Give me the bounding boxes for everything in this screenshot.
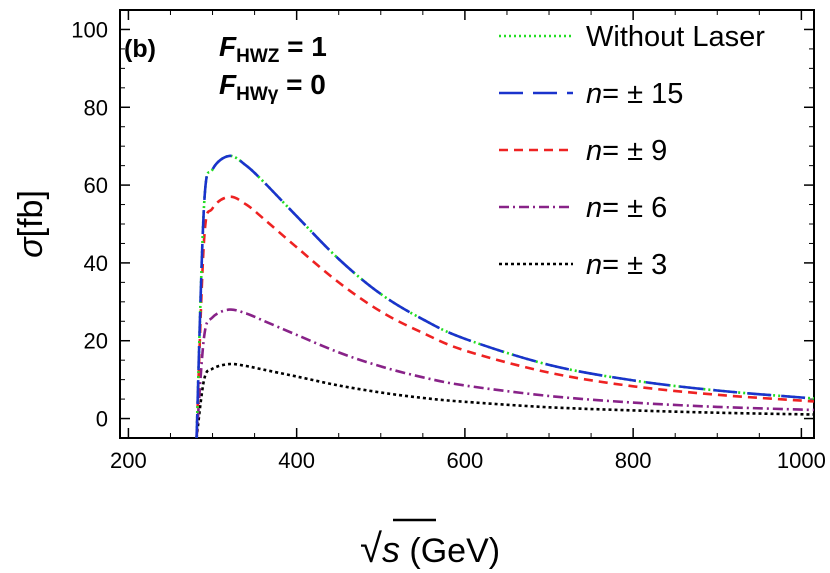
legend-label: Without Laser bbox=[586, 21, 765, 53]
legend-label-var: n bbox=[586, 249, 602, 281]
y-tick-label: 0 bbox=[96, 407, 108, 432]
y-axis-unit: [fb] bbox=[12, 190, 50, 237]
y-axis-label: σ[fb] bbox=[12, 190, 50, 258]
y-tick-label: 20 bbox=[84, 329, 108, 354]
panel-label: (b) bbox=[124, 35, 156, 63]
legend-label: n= ± 9 bbox=[586, 135, 667, 167]
legend-item: n= ± 9 bbox=[499, 135, 667, 167]
series-line-0 bbox=[195, 154, 814, 438]
legend-label-var: n bbox=[586, 78, 602, 110]
coupling-value: = 1 bbox=[279, 31, 326, 62]
x-axis-radical: √ bbox=[360, 527, 382, 571]
x-tick-label: 200 bbox=[110, 448, 147, 473]
coupling-value: = 0 bbox=[278, 69, 325, 100]
x-axis-label: √s (GeV) bbox=[360, 518, 500, 571]
legend-item: n= ± 15 bbox=[499, 78, 683, 110]
legend-label: n= ± 6 bbox=[586, 192, 667, 224]
x-axis-unit: (GeV) bbox=[400, 532, 500, 570]
coupling-subscript: HWγ bbox=[236, 84, 279, 105]
y-tick-label: 100 bbox=[71, 17, 108, 42]
legend-item: Without Laser bbox=[499, 21, 765, 53]
y-axis-symbol: σ bbox=[12, 236, 50, 258]
y-tick-label: 40 bbox=[84, 251, 108, 276]
series-lines bbox=[195, 154, 814, 438]
series-line-2 bbox=[195, 195, 814, 438]
x-tick-label: 400 bbox=[278, 448, 315, 473]
coupling-annotation: FHWγ = 0 bbox=[219, 69, 326, 105]
legend-label-text: = ± 15 bbox=[602, 78, 683, 110]
axis-ticks: 200 400 600 800 1000 0 20 40 60 80 100 bbox=[71, 9, 826, 473]
x-tick-label: 1000 bbox=[777, 448, 826, 473]
legend-label: n= ± 15 bbox=[586, 78, 683, 110]
legend-label-text: = ± 3 bbox=[602, 249, 667, 281]
x-tick-label: 800 bbox=[615, 448, 652, 473]
y-tick-label: 80 bbox=[84, 95, 108, 120]
legend-item: n= ± 6 bbox=[499, 192, 667, 224]
legend-label-var: n bbox=[586, 135, 602, 167]
y-tick-label: 60 bbox=[84, 173, 108, 198]
svg-text:σ[fb]: σ[fb] bbox=[12, 190, 50, 258]
legend-label-text: = ± 9 bbox=[602, 135, 667, 167]
coupling-symbol: F bbox=[219, 69, 237, 100]
legend-label-var: n bbox=[586, 192, 602, 224]
legend-label: n= ± 3 bbox=[586, 249, 667, 281]
x-tick-label: 600 bbox=[447, 448, 484, 473]
legend-label-text: = ± 6 bbox=[602, 192, 667, 224]
series-line-4 bbox=[195, 362, 814, 438]
coupling-symbol: F bbox=[219, 31, 237, 62]
coupling-subscript: HWZ bbox=[236, 46, 280, 67]
coupling-annotation: FHWZ = 1 bbox=[219, 31, 327, 67]
legend-label-text: Without Laser bbox=[586, 21, 765, 53]
legend-item: n= ± 3 bbox=[499, 249, 667, 281]
x-axis-var: s bbox=[382, 529, 400, 570]
svg-text:√s (GeV): √s (GeV) bbox=[360, 527, 500, 571]
